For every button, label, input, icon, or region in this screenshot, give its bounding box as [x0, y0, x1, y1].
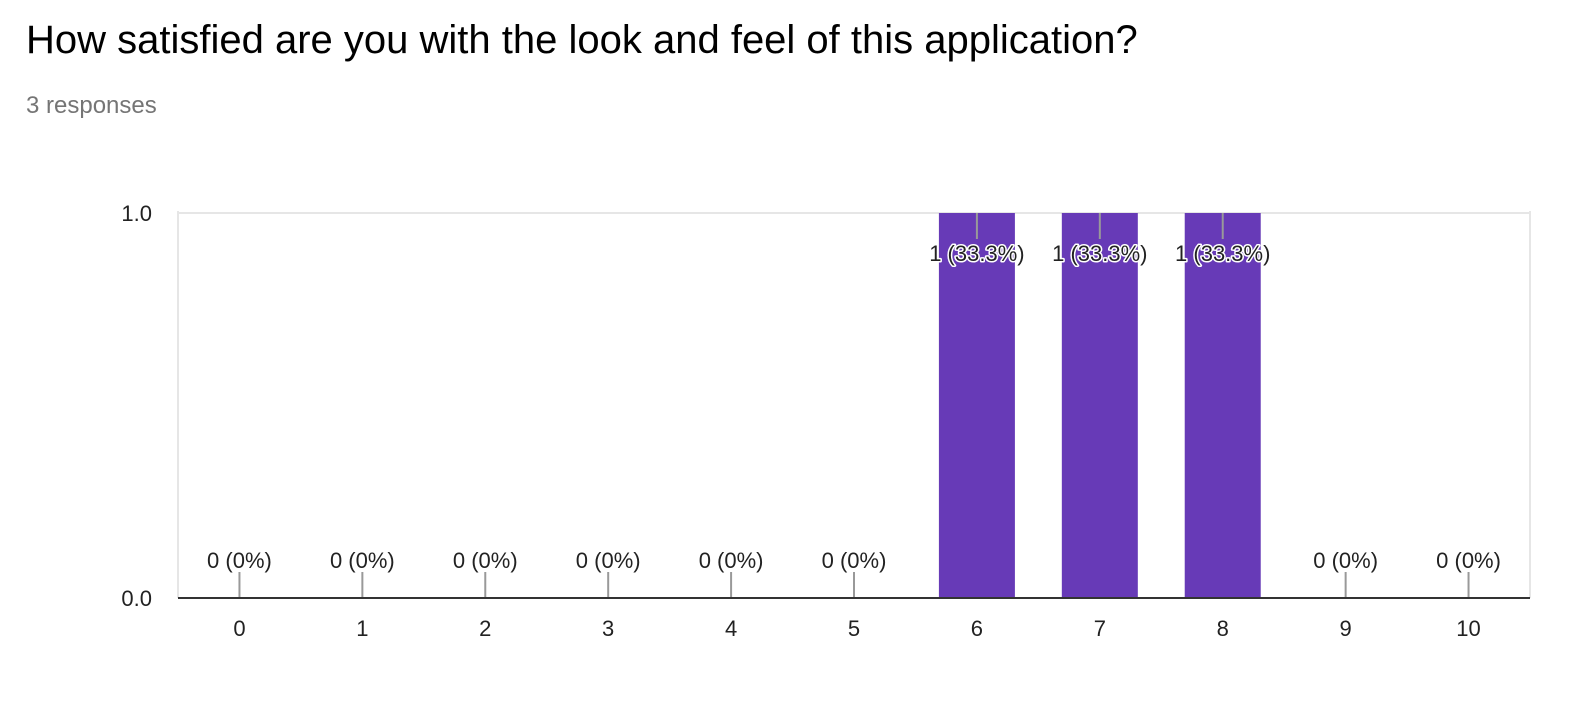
data-label-8: 1 (33.3%)	[1175, 241, 1270, 266]
x-tick-label-6: 6	[971, 616, 983, 641]
y-tick-label-0: 0.0	[121, 586, 152, 611]
bar-8	[1184, 213, 1261, 598]
data-labels: 0 (0%) 0 (0%) 0 (0%) 0 (0%) 0 (0%) 0 (0%) 1 (3…	[206, 240, 1503, 575]
x-tick-label-9: 9	[1340, 616, 1352, 641]
x-tick-label-10: 10	[1456, 616, 1480, 641]
x-tick-label-0: 0	[233, 616, 245, 641]
x-tick-label-1: 1	[356, 616, 368, 641]
x-tick-label-2: 2	[479, 616, 491, 641]
bar-7	[1061, 213, 1138, 598]
y-tick-label-1: 1.0	[121, 201, 152, 226]
data-label-9: 0 (0%)	[1313, 548, 1378, 573]
data-label-3: 0 (0%)	[576, 548, 641, 573]
response-count: 3 responses	[26, 92, 157, 119]
axes	[178, 213, 1530, 599]
data-label-4: 0 (0%)	[699, 548, 764, 573]
bars	[938, 213, 1261, 598]
x-tick-label-5: 5	[848, 616, 860, 641]
data-label-0: 0 (0%)	[207, 548, 272, 573]
x-tick-label-7: 7	[1094, 616, 1106, 641]
x-tick-label-4: 4	[725, 616, 737, 641]
gridlines	[177, 211, 1531, 598]
data-label-1: 0 (0%)	[330, 548, 395, 573]
question-title: How satisfied are you with the look and …	[26, 18, 1138, 62]
x-tick-label-3: 3	[602, 616, 614, 641]
data-label-5: 0 (0%)	[822, 548, 887, 573]
data-label-7: 1 (33.3%)	[1052, 241, 1147, 266]
data-label-6: 1 (33.3%)	[929, 241, 1024, 266]
data-label-2: 0 (0%)	[453, 548, 518, 573]
x-tick-label-8: 8	[1217, 616, 1229, 641]
data-label-10: 0 (0%)	[1436, 548, 1501, 573]
tick-labels: 0 1 2 3 4 5 6 7 8 9 10 0.0 1.0	[121, 201, 1480, 641]
bar-6	[938, 213, 1015, 598]
